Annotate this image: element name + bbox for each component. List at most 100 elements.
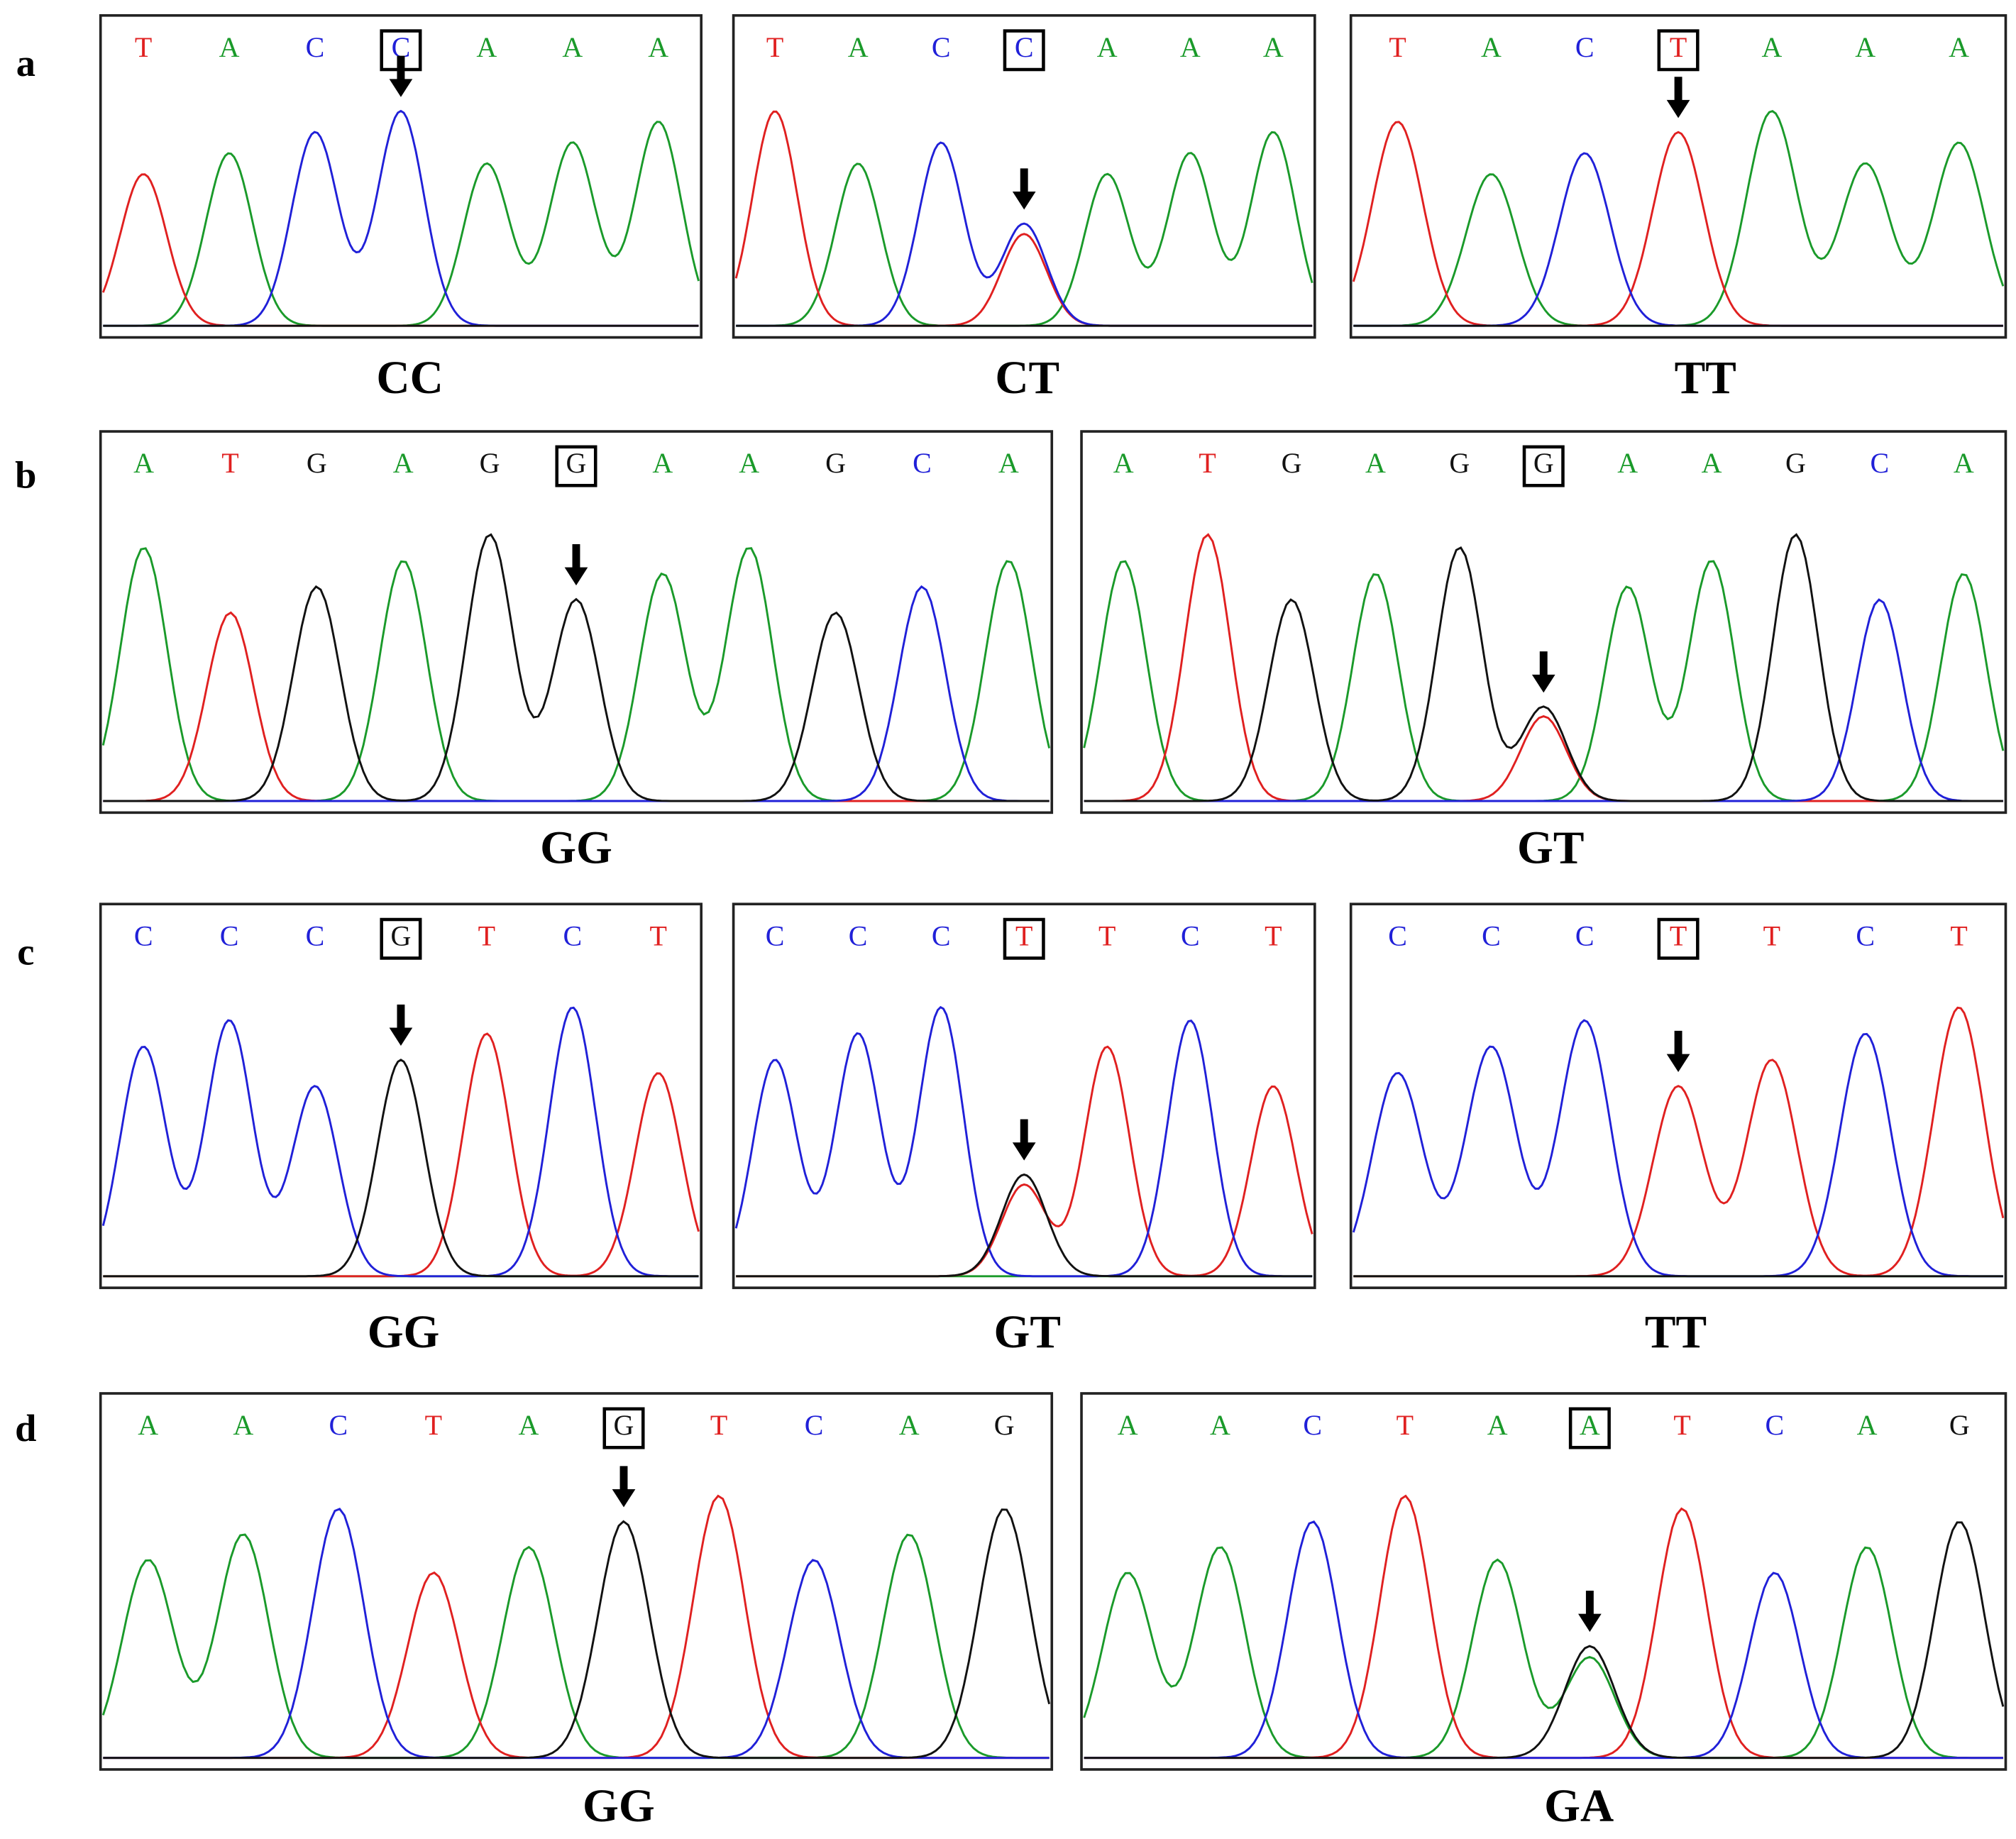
base-call: A [1210,1409,1230,1441]
row-label: c [17,929,34,973]
panel-frame [1349,902,2007,1289]
base-call: A [1580,1409,1600,1441]
arrow [1666,77,1690,118]
highlight-box [1568,1407,1611,1449]
trace [1084,1521,2005,1760]
base-call: C [932,31,951,63]
base-call: T [1670,31,1687,63]
base-call: G [480,447,500,479]
base-call: T [1389,31,1406,63]
base-call: C [329,1409,348,1441]
base-call: A [739,447,759,479]
base-call: C [1303,1409,1322,1441]
base-call: A [1118,1409,1138,1441]
highlight-box [602,1407,645,1449]
base-call: T [425,1409,442,1441]
base-call: G [825,447,846,479]
highlight-box [1522,445,1565,487]
row-label: d [15,1406,36,1449]
base-call: T [710,1409,727,1441]
row-label: b [15,453,36,497]
panel-frame [99,1392,1054,1771]
base-call: C [932,920,951,951]
row-label: a [16,41,35,84]
base-call: C [913,447,932,479]
genotype-label: GT [1517,823,1584,874]
base-call: C [1482,920,1501,951]
base-call: G [994,1409,1015,1441]
base-call: A [1097,31,1118,63]
base-call: A [848,31,869,63]
trace [103,533,1050,802]
base-call: T [1670,920,1687,951]
base-call: C [1181,920,1200,951]
base-call: T [1199,447,1216,479]
base-call: A [138,1409,158,1441]
base-call: T [650,920,667,951]
base-call: G [1449,447,1470,479]
highlight-box [380,917,422,960]
base-call: C [1575,31,1594,63]
base-call: A [1857,1409,1878,1441]
base-call: C [766,920,785,951]
arrow [1012,168,1036,210]
base-call: A [1761,31,1782,63]
base-call: C [134,920,153,951]
genotype-label: CT [995,353,1059,404]
base-call: C [306,920,325,951]
base-call: C [805,1409,824,1441]
arrow [612,1466,636,1508]
genotype-label: GG [540,823,612,874]
base-call: A [133,447,154,479]
base-call: A [652,447,673,479]
base-call: G [391,920,412,951]
base-call: A [476,31,497,63]
panel-frame [1080,430,2007,814]
arrow [1666,1030,1690,1072]
genotype-label: GA [1544,1781,1614,1832]
trace [103,585,1050,802]
trace [1084,598,2003,802]
base-call: A [1855,31,1875,63]
base-call: G [1949,1409,1970,1441]
base-call: A [393,447,414,479]
trace [101,1533,1050,1760]
trace [734,1005,1313,1278]
base-call: A [1180,31,1201,63]
base-call: A [562,31,583,63]
base-call: A [1113,447,1134,479]
arrow [389,55,413,97]
base-call: C [1015,31,1034,63]
highlight-box [1003,917,1045,960]
base-call: C [563,920,582,951]
base-call: A [1481,31,1502,63]
base-call: A [899,1409,920,1441]
base-call: T [135,31,152,63]
base-call: G [1533,447,1554,479]
genotype-label: TT [1675,353,1736,404]
highlight-box [1657,917,1700,960]
base-call: T [1763,920,1780,951]
trace [736,1173,1313,1278]
base-call: T [1397,1409,1414,1441]
highlight-box [555,445,597,487]
arrow [1531,651,1555,693]
base-call: A [1487,1409,1508,1441]
base-call: A [1702,447,1722,479]
base-call: C [849,920,868,951]
genotype-label: TT [1645,1307,1707,1358]
base-call: G [566,447,587,479]
panel-frame [1080,1392,2007,1771]
trace [101,1006,699,1278]
trace [103,1508,1051,1760]
base-call: C [1871,447,1890,479]
